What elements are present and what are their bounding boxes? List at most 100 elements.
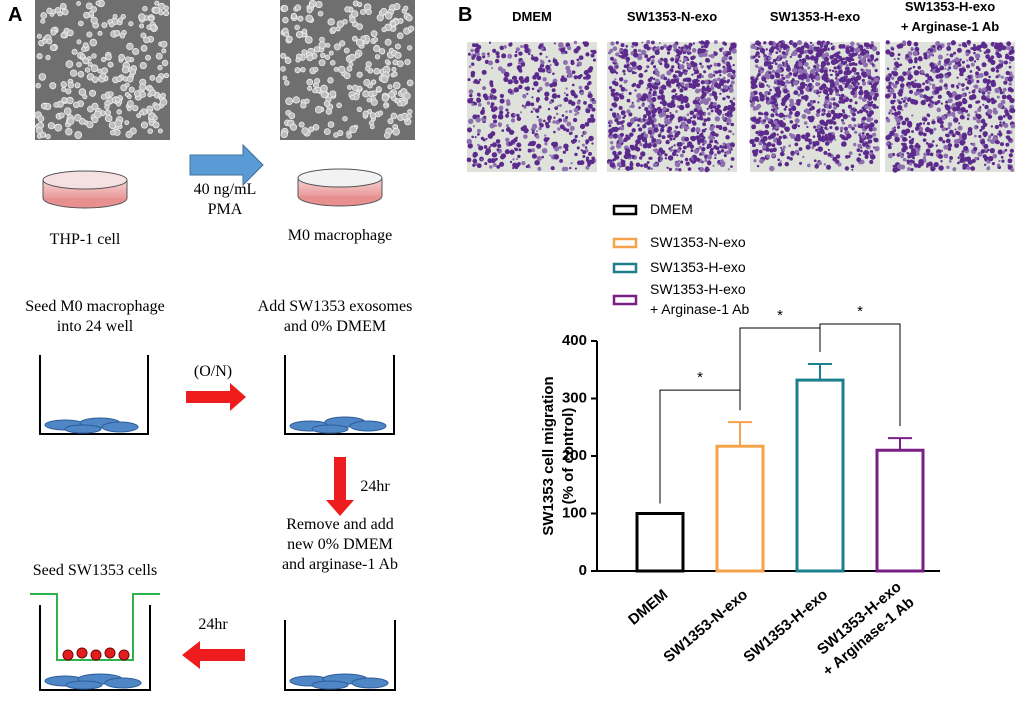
stain <box>714 139 718 144</box>
stain <box>727 72 732 78</box>
stain <box>699 99 705 104</box>
cell <box>373 37 378 43</box>
stain <box>851 67 857 73</box>
step-text: M0 macrophage <box>288 227 392 244</box>
stain <box>885 40 890 45</box>
cell <box>362 110 369 117</box>
cell <box>295 30 304 39</box>
stain <box>788 40 794 45</box>
cell <box>155 76 163 83</box>
stain <box>989 148 996 154</box>
stain <box>540 47 544 51</box>
stain <box>834 81 840 87</box>
cell <box>163 5 169 11</box>
stain <box>980 149 986 154</box>
stain <box>707 112 711 116</box>
stain <box>609 108 613 112</box>
stain <box>768 71 772 75</box>
stain <box>768 47 774 54</box>
stain <box>580 125 584 129</box>
stain <box>841 118 845 122</box>
stain <box>525 76 530 81</box>
stain <box>489 122 495 129</box>
stain <box>845 49 851 55</box>
stain <box>517 154 521 159</box>
stain <box>679 59 682 63</box>
cell <box>163 72 170 79</box>
stain <box>496 164 501 169</box>
stain <box>631 101 634 104</box>
cell <box>333 66 339 72</box>
blue-arrow <box>189 143 264 187</box>
stain <box>616 113 620 116</box>
legend-label: SW1353-N-exo <box>650 234 746 250</box>
stain <box>1003 123 1009 129</box>
stain <box>539 65 542 68</box>
stain <box>867 95 873 101</box>
stain <box>538 126 542 131</box>
stain <box>717 163 720 166</box>
cell <box>153 103 161 111</box>
cell <box>360 9 366 15</box>
stain <box>981 87 987 93</box>
stain <box>670 134 674 138</box>
stain <box>934 88 940 95</box>
stain <box>703 112 707 115</box>
stain <box>722 126 728 132</box>
stain <box>476 128 481 133</box>
step-text: Add SW1353 exosomes and 0% DMEM <box>258 298 413 335</box>
stain <box>553 154 560 160</box>
stain <box>870 154 876 160</box>
stain <box>628 91 632 96</box>
stain <box>758 111 762 116</box>
stain <box>631 44 635 48</box>
stain <box>947 68 950 71</box>
stain <box>646 57 651 62</box>
stain <box>673 144 676 147</box>
stain <box>647 83 653 89</box>
stain <box>655 78 660 84</box>
cell <box>39 131 47 138</box>
stain <box>931 140 935 143</box>
stain <box>658 147 664 153</box>
stain <box>665 63 669 67</box>
stain <box>642 114 647 119</box>
stain <box>901 143 905 146</box>
cell <box>152 6 160 14</box>
stain <box>585 165 590 170</box>
stain <box>780 146 783 149</box>
stain <box>930 95 934 99</box>
stain <box>493 119 498 124</box>
stain <box>778 113 782 118</box>
stain <box>766 141 772 147</box>
stain <box>914 126 920 131</box>
stain <box>692 55 695 58</box>
cell <box>88 10 95 17</box>
cell <box>383 103 389 109</box>
stain <box>663 76 668 81</box>
stain <box>675 110 678 113</box>
cell <box>80 53 86 59</box>
stain <box>534 159 540 166</box>
stain <box>573 94 578 99</box>
stain <box>798 147 803 151</box>
stain <box>830 42 833 45</box>
stain <box>700 95 705 99</box>
stain <box>892 95 897 99</box>
stain <box>933 127 937 131</box>
stain <box>916 163 922 169</box>
stain <box>783 84 787 88</box>
stain <box>521 104 525 107</box>
stain <box>844 126 848 131</box>
cell <box>387 84 393 90</box>
cell <box>143 36 150 44</box>
stain <box>641 41 644 44</box>
stain <box>842 57 845 61</box>
stain <box>771 69 776 73</box>
stain <box>821 77 825 80</box>
stain <box>869 122 875 128</box>
stain <box>789 157 793 161</box>
stain <box>629 162 634 167</box>
stain <box>698 145 702 150</box>
stain <box>651 137 657 143</box>
